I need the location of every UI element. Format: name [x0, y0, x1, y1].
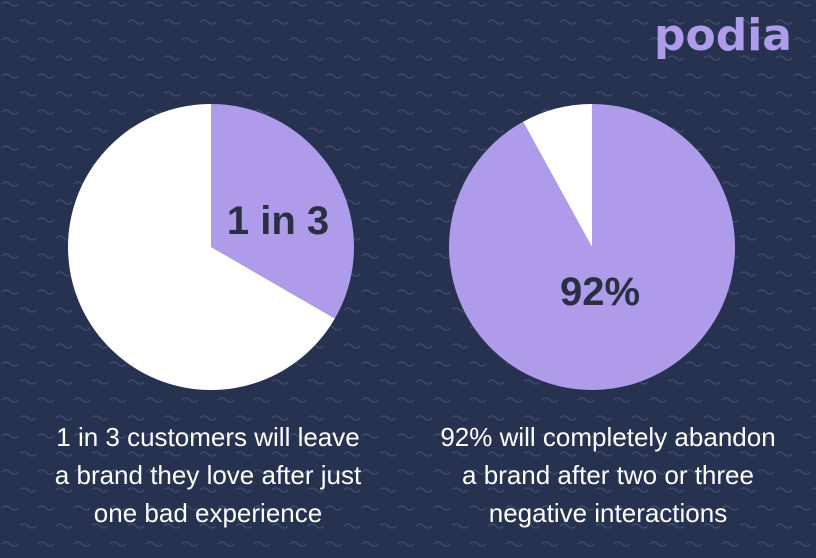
caption-left-line: a brand they love after just — [54, 460, 362, 490]
pie-slice — [449, 104, 735, 391]
caption-right-line: 92% will completely abandon — [440, 422, 776, 452]
pie-chart-left — [67, 104, 354, 390]
caption-right-line: negative interactions — [488, 498, 728, 528]
pie-chart-right — [449, 104, 735, 391]
caption-right: 92% will completely abandon a brand afte… — [418, 418, 798, 532]
pie-slice — [523, 104, 592, 247]
pie-label-right: 92% — [560, 270, 640, 314]
caption-left-line: 1 in 3 customers will leave — [56, 422, 360, 452]
pie-slice — [211, 104, 354, 319]
caption-left-line: one bad experience — [93, 498, 323, 528]
pie-slice — [67, 104, 335, 390]
pie-label-left: 1 in 3 — [227, 199, 329, 243]
caption-left: 1 in 3 customers will leave a brand they… — [18, 418, 398, 532]
podia-logo: podia — [654, 10, 792, 61]
caption-right-line: a brand after two or three — [462, 460, 754, 490]
